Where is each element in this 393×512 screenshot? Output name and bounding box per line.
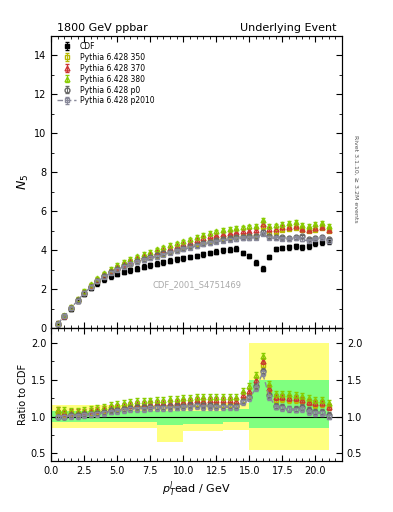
X-axis label: $p_T^l\mathrm{ead}$ / GeV: $p_T^l\mathrm{ead}$ / GeV	[162, 480, 231, 499]
Text: 1800 GeV ppbar: 1800 GeV ppbar	[57, 23, 148, 33]
Legend: CDF, Pythia 6.428 350, Pythia 6.428 370, Pythia 6.428 380, Pythia 6.428 p0, Pyth: CDF, Pythia 6.428 350, Pythia 6.428 370,…	[55, 39, 157, 108]
Text: Rivet 3.1.10, ≥ 3.2M events: Rivet 3.1.10, ≥ 3.2M events	[354, 135, 359, 223]
Y-axis label: $N_5$: $N_5$	[16, 174, 31, 190]
Text: CDF_2001_S4751469: CDF_2001_S4751469	[152, 280, 241, 289]
Y-axis label: Ratio to CDF: Ratio to CDF	[18, 364, 28, 425]
Text: Underlying Event: Underlying Event	[240, 23, 336, 33]
